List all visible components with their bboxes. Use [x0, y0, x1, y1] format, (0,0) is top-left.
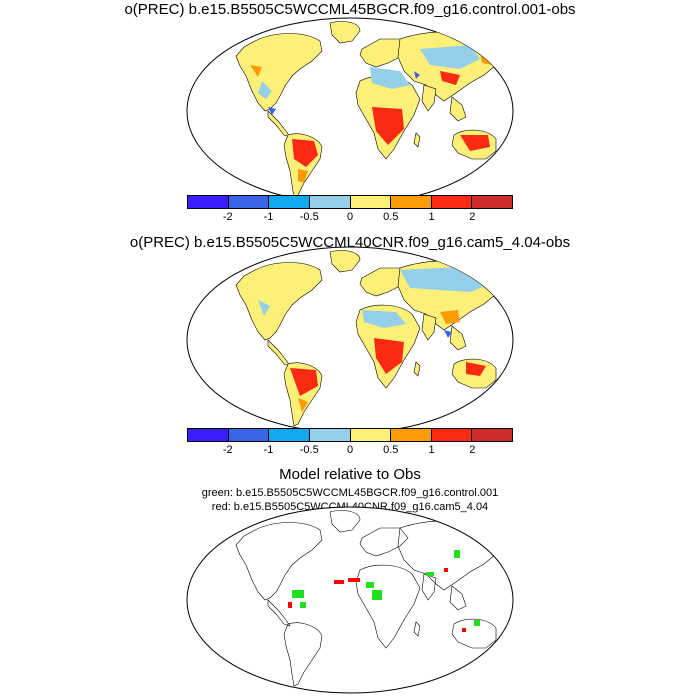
colorbar-1 — [187, 195, 513, 209]
colorbar-swatch — [350, 196, 392, 208]
colorbar-swatch — [391, 196, 432, 208]
colorbar-swatch — [228, 429, 270, 441]
colorbar-tick-label: -1 — [263, 444, 274, 456]
colorbar-tick-label: 2 — [469, 444, 476, 456]
colorbar-swatch — [188, 429, 229, 441]
colorbar-swatch — [269, 429, 310, 441]
map-panel2 — [186, 246, 514, 434]
colorbar-tick-label: 0.5 — [383, 211, 399, 223]
colorbar-swatch — [269, 196, 310, 208]
colorbar-tick-label: 1 — [428, 444, 435, 456]
map-panel1 — [186, 17, 514, 205]
colorbar-swatch — [391, 429, 432, 441]
map-panel3 — [186, 506, 514, 694]
colorbar-tick-label: 2 — [469, 211, 476, 223]
colorbar-swatch — [431, 429, 473, 441]
panel1-title: o(PREC) b.e15.B5505C5WCCML45BGCR.f09_g16… — [124, 1, 576, 18]
colorbar-swatch — [228, 196, 270, 208]
colorbar-swatch — [309, 429, 351, 441]
colorbar-tick-label: -2 — [222, 444, 233, 456]
panel3-title: Model relative to Obs — [279, 466, 421, 483]
colorbar-tick-label: -0.5 — [299, 211, 319, 223]
panel3-green-legend: green: b.e15.B5505C5WCCML45BGCR.f09_g16.… — [201, 487, 499, 499]
colorbar-swatch — [472, 196, 512, 208]
colorbar-tick-label: 0.5 — [383, 444, 399, 456]
colorbar-2 — [187, 428, 513, 442]
colorbar-swatch — [309, 196, 351, 208]
colorbar-tick-label: 0 — [346, 444, 354, 456]
colorbar-tick-label: -2 — [222, 211, 233, 223]
panel2-title: o(PREC) b.e15.B5505C5WCCML40CNR.f09_g16.… — [129, 234, 571, 251]
colorbar-swatch — [431, 196, 473, 208]
colorbar-swatch — [472, 429, 512, 441]
colorbar-tick-label: 0 — [346, 211, 354, 223]
colorbar-swatch — [350, 429, 392, 441]
colorbar-tick-label: -1 — [263, 211, 274, 223]
colorbar-tick-label: 1 — [428, 211, 435, 223]
colorbar-swatch — [188, 196, 229, 208]
colorbar-tick-label: -0.5 — [299, 444, 319, 456]
